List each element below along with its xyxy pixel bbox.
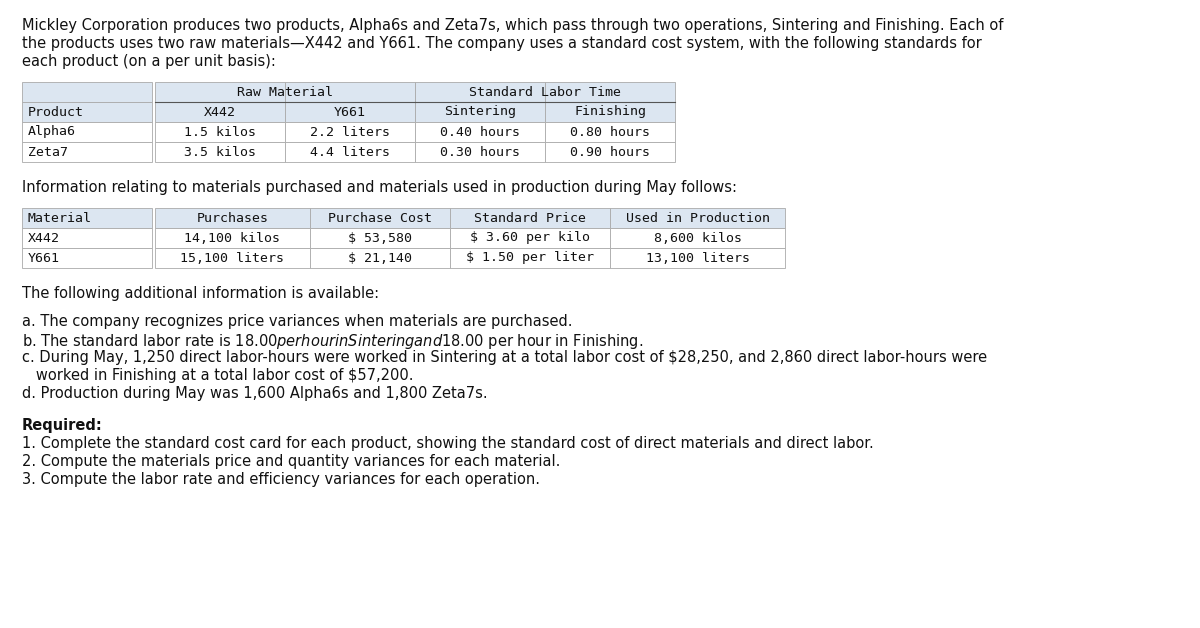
Bar bbox=[286, 142, 415, 162]
Text: Standard Labor Time: Standard Labor Time bbox=[469, 85, 622, 99]
Text: 1. Complete the standard cost card for each product, showing the standard cost o: 1. Complete the standard cost card for e… bbox=[22, 436, 874, 451]
Bar bbox=[155, 82, 286, 102]
Text: Standard Price: Standard Price bbox=[474, 212, 586, 224]
Text: Mickley Corporation produces two products, Alpha6s and Zeta7s, which pass throug: Mickley Corporation produces two product… bbox=[22, 18, 1003, 33]
Bar bbox=[545, 102, 674, 122]
Text: 14,100 kilos: 14,100 kilos bbox=[185, 232, 281, 244]
Bar bbox=[22, 208, 152, 228]
Text: 0.90 hours: 0.90 hours bbox=[570, 146, 650, 158]
Text: Purchase Cost: Purchase Cost bbox=[328, 212, 432, 224]
Text: $ 1.50 per liter: $ 1.50 per liter bbox=[466, 251, 594, 264]
Text: Finishing: Finishing bbox=[574, 106, 646, 119]
Bar bbox=[155, 248, 310, 268]
Bar bbox=[286, 102, 415, 122]
Bar bbox=[310, 228, 450, 248]
Text: Alpha6: Alpha6 bbox=[28, 126, 76, 139]
Bar bbox=[415, 122, 545, 142]
Text: Y661: Y661 bbox=[28, 251, 60, 264]
Text: X442: X442 bbox=[28, 232, 60, 244]
Text: The following additional information is available:: The following additional information is … bbox=[22, 286, 379, 301]
Bar bbox=[450, 208, 610, 228]
Text: X442: X442 bbox=[204, 106, 236, 119]
Bar bbox=[155, 228, 310, 248]
Text: 2.2 liters: 2.2 liters bbox=[310, 126, 390, 139]
Text: $ 3.60 per kilo: $ 3.60 per kilo bbox=[470, 232, 590, 244]
Text: Zeta7: Zeta7 bbox=[28, 146, 68, 158]
Bar bbox=[310, 208, 450, 228]
Text: Y661: Y661 bbox=[334, 106, 366, 119]
Text: Material: Material bbox=[28, 212, 92, 224]
Bar bbox=[545, 122, 674, 142]
Text: $ 21,140: $ 21,140 bbox=[348, 251, 412, 264]
Text: the products uses two raw materials—X442 and Y661. The company uses a standard c: the products uses two raw materials—X442… bbox=[22, 36, 982, 51]
Text: 13,100 liters: 13,100 liters bbox=[646, 251, 750, 264]
Bar bbox=[286, 122, 415, 142]
Bar bbox=[610, 228, 785, 248]
Bar bbox=[155, 122, 286, 142]
Text: b. The standard labor rate is $18.00 per hour in Sintering and $18.00 per hour i: b. The standard labor rate is $18.00 per… bbox=[22, 332, 643, 351]
Text: Raw Material: Raw Material bbox=[238, 85, 334, 99]
Bar bbox=[155, 142, 286, 162]
Bar bbox=[22, 122, 152, 142]
Text: c. During May, 1,250 direct labor-hours were worked in Sintering at a total labo: c. During May, 1,250 direct labor-hours … bbox=[22, 350, 988, 365]
Text: 3. Compute the labor rate and efficiency variances for each operation.: 3. Compute the labor rate and efficiency… bbox=[22, 472, 540, 487]
Bar bbox=[286, 82, 415, 102]
Text: Purchases: Purchases bbox=[197, 212, 269, 224]
Bar bbox=[610, 248, 785, 268]
Bar bbox=[415, 82, 545, 102]
Bar bbox=[545, 142, 674, 162]
Bar bbox=[415, 102, 545, 122]
Bar bbox=[450, 248, 610, 268]
Text: Required:: Required: bbox=[22, 418, 103, 433]
Bar bbox=[310, 248, 450, 268]
Text: 4.4 liters: 4.4 liters bbox=[310, 146, 390, 158]
Text: worked in Finishing at a total labor cost of $57,200.: worked in Finishing at a total labor cos… bbox=[22, 368, 414, 383]
Text: 3.5 kilos: 3.5 kilos bbox=[184, 146, 256, 158]
Bar bbox=[155, 208, 310, 228]
Bar bbox=[22, 142, 152, 162]
Text: 2. Compute the materials price and quantity variances for each material.: 2. Compute the materials price and quant… bbox=[22, 454, 560, 469]
Bar bbox=[22, 102, 152, 122]
Bar bbox=[545, 82, 674, 102]
Bar bbox=[415, 142, 545, 162]
Text: Product: Product bbox=[28, 106, 84, 119]
Text: a. The company recognizes price variances when materials are purchased.: a. The company recognizes price variance… bbox=[22, 314, 572, 329]
Text: d. Production during May was 1,600 Alpha6s and 1,800 Zeta7s.: d. Production during May was 1,600 Alpha… bbox=[22, 386, 487, 401]
Text: 0.30 hours: 0.30 hours bbox=[440, 146, 520, 158]
Text: 0.40 hours: 0.40 hours bbox=[440, 126, 520, 139]
Bar bbox=[450, 228, 610, 248]
Text: 1.5 kilos: 1.5 kilos bbox=[184, 126, 256, 139]
Text: Sintering: Sintering bbox=[444, 106, 516, 119]
Text: $ 53,580: $ 53,580 bbox=[348, 232, 412, 244]
Text: 8,600 kilos: 8,600 kilos bbox=[654, 232, 742, 244]
Text: Information relating to materials purchased and materials used in production dur: Information relating to materials purcha… bbox=[22, 180, 737, 195]
Bar bbox=[22, 248, 152, 268]
Text: Used in Production: Used in Production bbox=[625, 212, 769, 224]
Text: 0.80 hours: 0.80 hours bbox=[570, 126, 650, 139]
Bar bbox=[155, 102, 286, 122]
Text: each product (on a per unit basis):: each product (on a per unit basis): bbox=[22, 54, 276, 69]
Bar bbox=[22, 82, 152, 102]
Bar bbox=[22, 228, 152, 248]
Bar bbox=[610, 208, 785, 228]
Text: 15,100 liters: 15,100 liters bbox=[180, 251, 284, 264]
